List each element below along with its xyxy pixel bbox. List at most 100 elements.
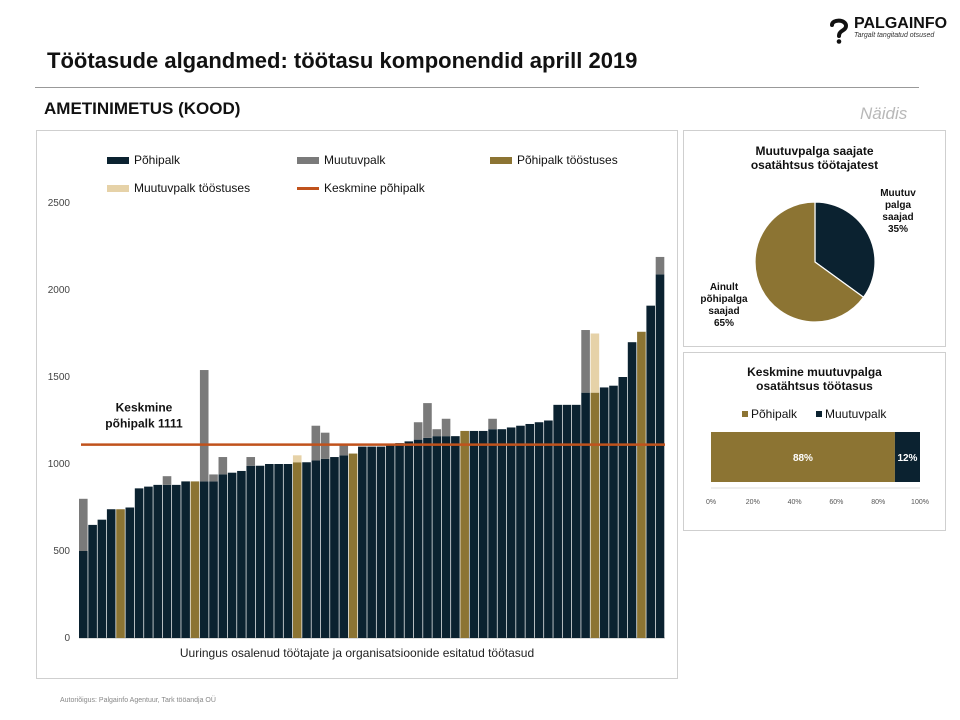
bar-base [79, 551, 88, 638]
y-tick-label: 2000 [48, 285, 71, 296]
pie-title-line-1: Muutuvpalga saajate [755, 144, 874, 158]
legend-label-variable-industry: Muutuvpalk tööstuses [134, 181, 251, 195]
variable-pay-share-chart: Keskmine muutuvpalga osatähtsus töötasus… [683, 352, 946, 531]
legend-swatch-variable-industry [107, 184, 129, 192]
share-value-label: 88% [793, 453, 813, 464]
bar-chart-svg: 0 500 1000 1500 2000 2500 Keskmine põhipalk 111… [48, 198, 665, 644]
bar-variable [311, 425, 321, 461]
pie-svg [754, 201, 876, 323]
bar-variable [209, 474, 218, 482]
bar-base [162, 484, 172, 638]
y-tick-label: 1000 [48, 459, 71, 470]
bar-base-industry [348, 453, 358, 638]
share-svg: 88% 12% 0% 20% 40% 60% 80% 100% [706, 432, 929, 506]
bar-base [478, 430, 488, 638]
bar-base [655, 274, 665, 638]
bar-base-industry [460, 430, 469, 638]
bar-base [339, 455, 349, 638]
bar-base [255, 465, 265, 638]
share-legend-base: Põhipalk [742, 407, 797, 421]
bar-base [581, 392, 590, 638]
share-title-line-2: osatähtsus töötasus [756, 379, 873, 393]
pie-label-base-2: põhipalga [700, 294, 748, 305]
bar-base [283, 464, 293, 638]
bar-base-industry [590, 392, 600, 638]
bar-variable [432, 429, 442, 437]
legend-label-mean: Keskmine põhipalk [324, 181, 425, 195]
logo-icon [828, 16, 850, 44]
mean-salary-label-1: Keskmine [116, 401, 173, 415]
copyright-footer: Autoriõigus: Palgainfo Agentuur, Tark tö… [60, 697, 216, 704]
bar-base [618, 377, 628, 638]
pie-slice-variable [814, 201, 876, 299]
pie-label-variable-2: palga [884, 200, 912, 211]
legend-label-base: Põhipalk [134, 153, 181, 167]
share-legend-swatch-base [742, 411, 748, 417]
share-x-tick-label: 40% [788, 499, 802, 506]
logo-name: PALGAINFO [854, 15, 948, 32]
bar-base [320, 458, 330, 638]
bar-base [469, 430, 479, 638]
bar-base [571, 404, 581, 638]
share-x-tick-label: 60% [829, 499, 843, 506]
legend-item-variable-industry: Muutuvpalk tööstuses [107, 181, 250, 195]
title-divider [35, 87, 919, 88]
pie-label-base: Ainult põhipalga saajad 65% [691, 282, 757, 330]
y-tick-label: 1500 [48, 372, 71, 383]
bar-base [144, 486, 153, 638]
legend-swatch-base [107, 156, 129, 164]
pie-label-base-3: saajad [708, 306, 740, 317]
bar-variable [423, 403, 432, 438]
share-value-label: 12% [897, 453, 917, 464]
bar-base [497, 429, 507, 638]
pie-label-variable-3: saajad [882, 212, 914, 223]
bar-variable [339, 444, 349, 456]
pie-label-variable: Muutuv palga saajad 35% [870, 188, 926, 236]
page-subtitle: AMETINIMETUS (KOOD) [44, 99, 241, 118]
bar-variable [246, 457, 256, 466]
pie-label-variable-1: Muutuv [880, 188, 916, 199]
bar-base [627, 342, 637, 638]
legend-label-base-industry: Põhipalk tööstuses [517, 153, 618, 167]
bar-base [395, 443, 404, 638]
bar-base [488, 429, 497, 638]
bar-base [153, 484, 163, 638]
bar-variable [199, 370, 209, 482]
bar-variable [162, 476, 172, 485]
bar-base [181, 481, 190, 638]
pie-label-variable-4: 35% [887, 224, 908, 235]
legend-item-variable: Muutuvpalk [297, 153, 385, 167]
bar-base [534, 422, 544, 638]
bar-base [237, 470, 246, 638]
bar-base [125, 507, 135, 638]
share-x-tick-label: 80% [871, 499, 885, 506]
bar-base [423, 437, 432, 638]
bar-base [432, 436, 442, 638]
share-bar-variable [894, 432, 920, 482]
legend-item-mean: Keskmine põhipalk [297, 181, 425, 195]
share-title: Keskmine muutuvpalga osatähtsus töötasus [684, 365, 945, 393]
bar-base [562, 404, 572, 638]
legend-swatch-variable [297, 156, 319, 164]
bar-base [134, 488, 144, 638]
bar-base [385, 444, 395, 638]
bar-base [172, 484, 181, 638]
bar-base [106, 509, 116, 638]
pie-title: Muutuvpalga saajate osatähtsus töötajate… [684, 144, 945, 172]
bar-base [367, 446, 376, 638]
bar-base [274, 464, 283, 638]
bar-base [376, 446, 386, 638]
bar-base [330, 457, 339, 638]
legend-swatch-base-industry [490, 156, 512, 164]
pie-label-base-4: 65% [713, 318, 734, 329]
bar-base [413, 439, 423, 638]
bar-base [404, 441, 414, 638]
share-legend-label-variable: Muutuvpalk [825, 407, 887, 421]
mean-salary-label-2: põhipalk 1111 [105, 417, 183, 431]
bar-variable-industry [292, 455, 302, 463]
y-tick-label: 500 [53, 546, 70, 557]
bar-variable [655, 256, 665, 275]
bar-base [246, 465, 256, 638]
bar-base [88, 524, 97, 638]
variable-pay-recipients-chart: Muutuvpalga saajate osatähtsus töötajate… [683, 130, 946, 347]
